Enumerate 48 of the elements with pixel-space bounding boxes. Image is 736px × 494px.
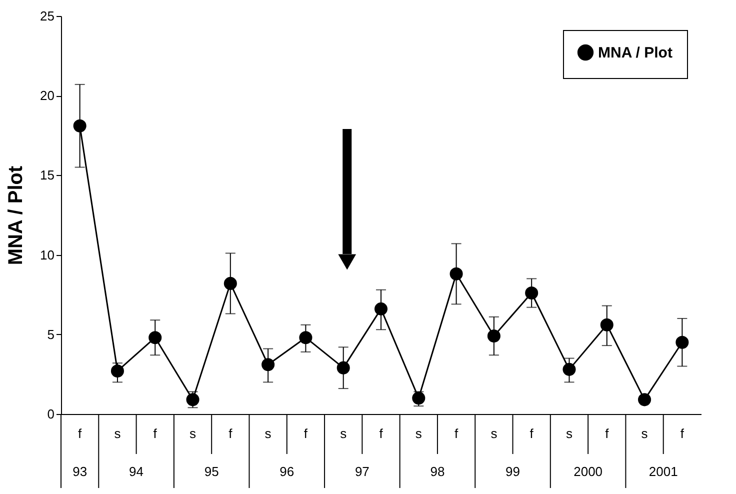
x-tick-label: s xyxy=(264,426,272,441)
x-tick-label: s xyxy=(415,426,422,441)
text: 2001 xyxy=(648,464,678,479)
point xyxy=(262,358,275,372)
x-tick-label: s xyxy=(641,426,648,441)
x-tick-label: f xyxy=(680,426,684,441)
y-tick-label: 10 xyxy=(40,247,54,262)
text: 99 xyxy=(506,464,520,479)
text: 98 xyxy=(430,464,445,479)
point xyxy=(676,336,689,349)
point xyxy=(638,393,652,406)
x-tick-label: f xyxy=(228,426,233,441)
x-tick-label: f xyxy=(304,426,308,441)
point xyxy=(450,267,463,280)
x-tick-label: f xyxy=(605,426,610,441)
y-tick-label: 5 xyxy=(47,326,54,342)
point xyxy=(110,364,124,378)
text: 2000 xyxy=(574,464,603,479)
y-tick-label: 25 xyxy=(40,8,54,24)
x-tick-label: f xyxy=(78,426,82,441)
y-tick-label: 20 xyxy=(40,88,54,104)
x-tick-label: s xyxy=(190,426,197,441)
x-tick-label: f xyxy=(454,426,458,441)
point xyxy=(525,286,538,300)
y-tick-label: 15 xyxy=(40,168,54,183)
text: 96 xyxy=(280,464,294,479)
x-tick-label: f xyxy=(530,426,534,441)
legend-label: MNA / Plot xyxy=(598,44,672,62)
point xyxy=(299,331,312,344)
text: 94 xyxy=(129,464,144,479)
x-tick-label: f xyxy=(379,426,384,441)
text: 97 xyxy=(354,464,370,479)
y-tick-label: 0 xyxy=(47,406,54,422)
y-axis-title: MNA / Plot xyxy=(5,166,28,266)
point xyxy=(148,331,162,344)
text: 93 xyxy=(72,464,88,479)
x-tick-label: s xyxy=(566,426,573,441)
point xyxy=(487,329,500,342)
point xyxy=(374,302,388,316)
x-tick-label: f xyxy=(153,426,158,441)
point xyxy=(224,276,237,290)
x-tick-label: s xyxy=(340,426,348,441)
point xyxy=(600,318,614,332)
x-tick-label: s xyxy=(490,426,498,441)
text: 95 xyxy=(204,464,219,479)
point xyxy=(336,361,350,374)
x-tick-label: s xyxy=(114,426,122,441)
point xyxy=(73,119,86,132)
